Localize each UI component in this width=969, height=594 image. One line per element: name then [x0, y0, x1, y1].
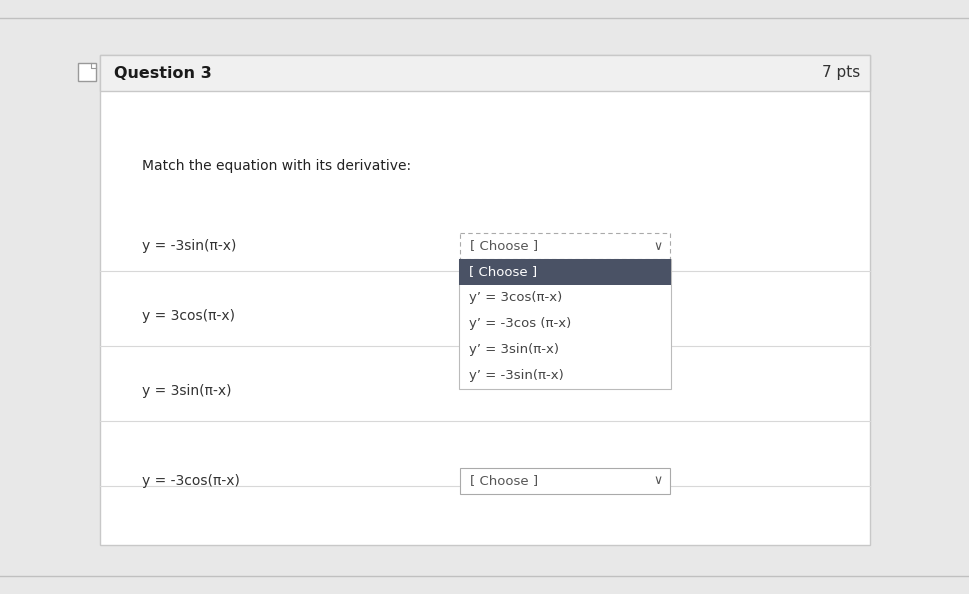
Text: y = 3cos(π-x): y = 3cos(π-x)	[142, 309, 235, 323]
FancyBboxPatch shape	[460, 468, 670, 494]
Text: y = -3cos(π-x): y = -3cos(π-x)	[142, 474, 240, 488]
FancyBboxPatch shape	[459, 259, 671, 389]
Text: y’ = -3sin(π-x): y’ = -3sin(π-x)	[469, 369, 564, 383]
Text: y = 3sin(π-x): y = 3sin(π-x)	[142, 384, 232, 398]
Text: Match the equation with its derivative:: Match the equation with its derivative:	[142, 159, 411, 173]
FancyBboxPatch shape	[78, 63, 96, 81]
Text: Question 3: Question 3	[114, 65, 212, 81]
FancyBboxPatch shape	[100, 55, 870, 91]
FancyBboxPatch shape	[459, 259, 671, 285]
Text: [ Choose ]: [ Choose ]	[470, 475, 538, 488]
Text: y’ = -3cos (π-x): y’ = -3cos (π-x)	[469, 318, 572, 330]
Text: y = -3sin(π-x): y = -3sin(π-x)	[142, 239, 236, 253]
Text: y’ = 3sin(π-x): y’ = 3sin(π-x)	[469, 343, 559, 356]
FancyBboxPatch shape	[100, 55, 870, 545]
Text: ∨: ∨	[653, 475, 663, 488]
Text: ∨: ∨	[653, 239, 663, 252]
Text: 7 pts: 7 pts	[822, 65, 860, 81]
Text: y’ = 3cos(π-x): y’ = 3cos(π-x)	[469, 292, 562, 305]
Text: [ Choose ]: [ Choose ]	[469, 266, 537, 279]
Text: [ Choose ]: [ Choose ]	[470, 239, 538, 252]
FancyBboxPatch shape	[460, 233, 670, 259]
